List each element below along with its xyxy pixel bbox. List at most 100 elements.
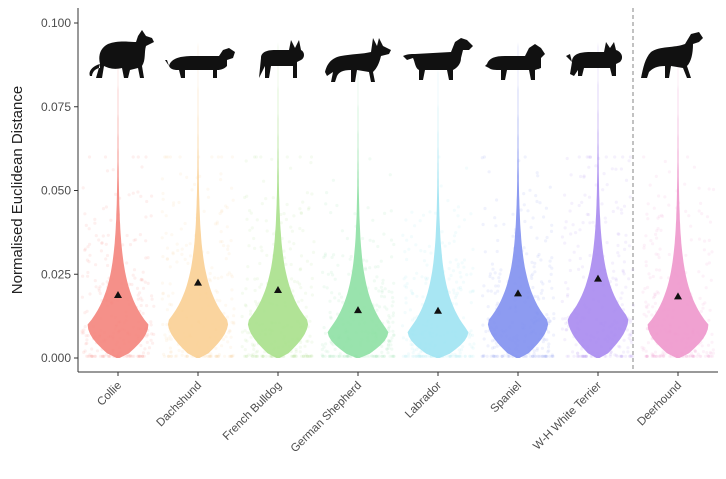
jitter-point bbox=[709, 278, 713, 282]
jitter-point bbox=[376, 244, 380, 249]
jitter-point bbox=[425, 354, 429, 358]
jitter-point bbox=[645, 354, 650, 358]
jitter-point bbox=[480, 354, 484, 358]
jitter-point bbox=[181, 349, 185, 354]
jitter-point bbox=[548, 264, 552, 268]
jitter-point bbox=[617, 344, 621, 348]
jitter-point bbox=[644, 264, 648, 268]
jitter-point bbox=[382, 295, 387, 299]
jitter-point bbox=[626, 346, 630, 350]
jitter-point bbox=[245, 277, 249, 281]
jitter-point bbox=[531, 272, 535, 276]
jitter-point bbox=[214, 354, 218, 358]
jitter-point bbox=[93, 217, 97, 221]
jitter-point bbox=[387, 339, 391, 343]
jitter-point bbox=[294, 347, 298, 352]
jitter-point bbox=[402, 277, 406, 281]
jitter-point bbox=[249, 309, 253, 313]
jitter-point bbox=[321, 354, 325, 358]
jitter-point bbox=[500, 354, 504, 358]
jitter-point bbox=[88, 292, 92, 296]
jitter-point bbox=[546, 350, 550, 354]
jitter-point bbox=[256, 354, 260, 358]
jitter-point bbox=[144, 256, 148, 260]
jitter-point bbox=[370, 354, 374, 358]
jitter-point bbox=[412, 316, 416, 320]
jitter-point bbox=[220, 155, 224, 159]
jitter-point bbox=[414, 354, 418, 358]
jitter-point bbox=[141, 311, 145, 315]
jitter-point bbox=[255, 277, 259, 281]
jitter-point bbox=[261, 354, 265, 358]
jitter-point bbox=[645, 354, 649, 358]
jitter-point bbox=[305, 354, 310, 358]
jitter-point bbox=[380, 354, 384, 358]
jitter-point bbox=[536, 354, 540, 358]
jitter-point bbox=[344, 354, 348, 358]
jitter-point bbox=[552, 333, 556, 337]
jitter-point bbox=[230, 288, 234, 292]
jitter-point bbox=[627, 336, 631, 340]
jitter-point bbox=[652, 354, 656, 358]
jitter-point bbox=[80, 331, 84, 335]
jitter-point bbox=[659, 276, 663, 280]
jitter-point bbox=[141, 354, 145, 358]
jitter-point bbox=[697, 186, 701, 190]
jitter-point bbox=[128, 354, 132, 358]
jitter-point bbox=[575, 354, 579, 358]
jitter-point bbox=[653, 294, 657, 299]
jitter-point bbox=[701, 306, 705, 310]
jitter-point bbox=[495, 354, 499, 358]
jitter-point bbox=[540, 288, 544, 292]
jitter-point bbox=[491, 354, 495, 358]
jitter-point bbox=[577, 155, 581, 159]
jitter-point bbox=[403, 284, 407, 288]
jitter-point bbox=[292, 214, 296, 218]
jitter-point bbox=[367, 354, 371, 358]
jitter-point bbox=[404, 218, 408, 222]
jitter-point bbox=[404, 301, 408, 305]
jitter-point bbox=[536, 174, 540, 178]
jitter-point bbox=[322, 326, 326, 330]
jitter-point bbox=[312, 240, 316, 244]
jitter-point bbox=[82, 328, 86, 332]
jitter-point bbox=[328, 310, 332, 315]
jitter-point bbox=[646, 341, 651, 345]
jitter-point bbox=[403, 250, 407, 254]
jitter-point bbox=[228, 329, 232, 333]
jitter-point bbox=[94, 234, 98, 238]
jitter-point bbox=[706, 354, 711, 358]
jitter-point bbox=[209, 352, 213, 356]
jitter-point bbox=[329, 316, 333, 320]
jitter-point bbox=[697, 237, 702, 241]
jitter-point bbox=[222, 311, 226, 315]
y-tick-label: 0.025 bbox=[41, 267, 71, 281]
jitter-point bbox=[106, 263, 110, 268]
jitter-point bbox=[468, 342, 472, 346]
jitter-point bbox=[302, 354, 306, 358]
jitter-point bbox=[626, 350, 630, 354]
jitter-point bbox=[91, 354, 95, 358]
jitter-point bbox=[242, 354, 247, 358]
jitter-point bbox=[455, 280, 459, 284]
jitter-point bbox=[99, 249, 103, 253]
jitter-point bbox=[371, 354, 375, 358]
jitter-point bbox=[179, 172, 183, 176]
jitter-point bbox=[687, 214, 691, 218]
jitter-point bbox=[138, 354, 142, 358]
jitter-point bbox=[324, 202, 328, 206]
jitter-point bbox=[132, 268, 137, 272]
jitter-point bbox=[391, 329, 395, 333]
jitter-point bbox=[480, 156, 484, 160]
jitter-point bbox=[471, 289, 475, 293]
jitter-point bbox=[542, 215, 546, 219]
jitter-point bbox=[375, 308, 379, 312]
jitter-point bbox=[602, 172, 606, 176]
jitter-point bbox=[452, 288, 456, 292]
jitter-point bbox=[583, 193, 587, 197]
x-tick-label: Spaniel bbox=[489, 380, 525, 416]
jitter-point bbox=[627, 159, 631, 163]
jitter-point bbox=[577, 267, 581, 271]
jitter-point bbox=[703, 239, 707, 243]
jitter-point bbox=[470, 333, 475, 337]
